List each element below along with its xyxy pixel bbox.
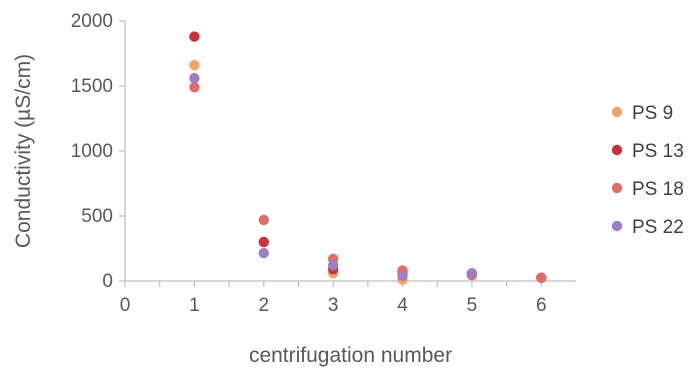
x-tick-label: 6 bbox=[536, 295, 547, 316]
y-axis-title: Conductivity (µS/cm) bbox=[12, 54, 35, 248]
y-tick-label: 2000 bbox=[71, 11, 113, 32]
point-ps-22 bbox=[327, 260, 339, 271]
x-tick-label: 4 bbox=[397, 295, 408, 316]
legend-marker bbox=[611, 182, 623, 194]
x-tick-label: 3 bbox=[328, 295, 339, 316]
point-ps-9 bbox=[189, 59, 200, 71]
legend-marker bbox=[611, 220, 623, 232]
y-tick-label: 1000 bbox=[71, 141, 113, 162]
point-ps-18 bbox=[258, 214, 269, 226]
legend-label: PS 22 bbox=[632, 217, 684, 238]
y-tick-label: 1500 bbox=[71, 76, 113, 97]
x-tick-label: 2 bbox=[258, 295, 269, 316]
point-ps-22 bbox=[189, 73, 200, 84]
legend-label: PS 9 bbox=[632, 103, 673, 124]
x-tick-label: 5 bbox=[467, 295, 478, 316]
point-ps-22 bbox=[397, 270, 408, 281]
x-tick-label: 1 bbox=[189, 295, 200, 316]
x-axis-title: centrifugation number bbox=[249, 344, 452, 367]
legend-label: PS 18 bbox=[632, 179, 684, 200]
legend-marker bbox=[611, 106, 623, 118]
y-tick-label: 0 bbox=[102, 271, 113, 292]
point-ps-22 bbox=[258, 247, 269, 259]
legend: PS 9 PS 13 PS 18 PS 22 bbox=[611, 103, 684, 238]
point-ps-13 bbox=[258, 236, 269, 248]
y-tick-label: 500 bbox=[81, 206, 113, 227]
point-ps-18 bbox=[536, 272, 547, 283]
legend-label: PS 13 bbox=[632, 141, 684, 162]
point-ps-13 bbox=[189, 31, 200, 42]
ticks: 0 500 1000 1500 2000 0 1 2 3 4 5 6 bbox=[71, 11, 547, 316]
data-points bbox=[189, 31, 547, 285]
point-ps-18 bbox=[189, 82, 200, 93]
legend-marker bbox=[611, 144, 623, 156]
x-tick-label: 0 bbox=[120, 295, 131, 316]
point-ps-22 bbox=[466, 268, 478, 279]
axes bbox=[124, 21, 576, 282]
